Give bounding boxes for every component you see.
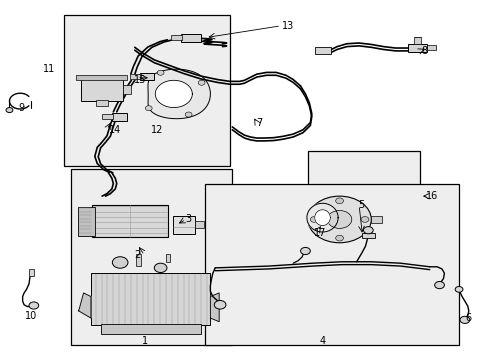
Bar xyxy=(81,78,122,101)
Circle shape xyxy=(335,235,343,241)
Circle shape xyxy=(310,217,318,222)
Circle shape xyxy=(300,247,310,255)
Text: 4: 4 xyxy=(319,336,325,346)
Bar xyxy=(92,205,167,237)
Polygon shape xyxy=(210,293,219,321)
Bar xyxy=(130,74,141,79)
Bar xyxy=(122,85,131,94)
Circle shape xyxy=(198,80,204,85)
Circle shape xyxy=(29,302,39,309)
Bar xyxy=(96,100,108,107)
Bar xyxy=(71,169,232,345)
Bar xyxy=(194,221,203,228)
Circle shape xyxy=(459,316,469,323)
Bar xyxy=(140,73,154,80)
Polygon shape xyxy=(79,293,91,318)
Circle shape xyxy=(6,108,13,113)
Circle shape xyxy=(454,287,462,292)
Bar xyxy=(136,253,141,266)
Circle shape xyxy=(214,301,225,309)
Text: 14: 14 xyxy=(109,125,121,135)
Bar xyxy=(413,37,420,44)
Bar xyxy=(205,184,458,345)
Bar xyxy=(315,47,330,54)
Circle shape xyxy=(360,217,368,222)
Circle shape xyxy=(335,198,343,204)
Circle shape xyxy=(185,112,192,117)
Bar xyxy=(172,216,194,234)
Text: 1: 1 xyxy=(141,336,147,346)
Bar xyxy=(102,114,113,120)
Text: 7: 7 xyxy=(256,118,262,128)
Bar xyxy=(361,233,374,238)
Text: 16: 16 xyxy=(425,191,437,201)
Text: 11: 11 xyxy=(43,64,56,74)
Bar xyxy=(78,207,95,235)
Circle shape xyxy=(307,196,370,243)
Polygon shape xyxy=(148,69,210,119)
Text: 3: 3 xyxy=(185,215,191,224)
Text: 10: 10 xyxy=(25,311,37,321)
Bar xyxy=(171,35,182,40)
Text: 12: 12 xyxy=(150,125,163,135)
Bar xyxy=(112,113,127,121)
Bar xyxy=(407,44,427,51)
Text: 8: 8 xyxy=(421,46,427,56)
Text: 9: 9 xyxy=(18,103,24,113)
Bar xyxy=(307,151,419,241)
Text: 15: 15 xyxy=(133,75,145,85)
Polygon shape xyxy=(155,80,192,108)
Text: 13: 13 xyxy=(282,21,294,31)
Bar xyxy=(91,273,210,325)
Text: 6: 6 xyxy=(465,313,471,323)
Bar xyxy=(427,45,435,50)
Bar xyxy=(76,75,127,80)
Text: 2: 2 xyxy=(134,250,140,260)
Circle shape xyxy=(434,282,444,289)
Bar xyxy=(101,324,200,334)
Bar xyxy=(370,216,381,223)
Circle shape xyxy=(157,70,163,75)
Polygon shape xyxy=(314,210,330,226)
Circle shape xyxy=(112,257,128,268)
Circle shape xyxy=(145,106,152,111)
Bar xyxy=(166,253,170,262)
Bar xyxy=(29,269,34,276)
Circle shape xyxy=(327,211,351,228)
Bar xyxy=(181,34,200,42)
Bar xyxy=(64,15,229,166)
Circle shape xyxy=(363,226,372,234)
Polygon shape xyxy=(306,203,337,232)
Text: 5: 5 xyxy=(358,200,364,210)
Text: 17: 17 xyxy=(313,228,325,238)
Circle shape xyxy=(154,263,166,273)
